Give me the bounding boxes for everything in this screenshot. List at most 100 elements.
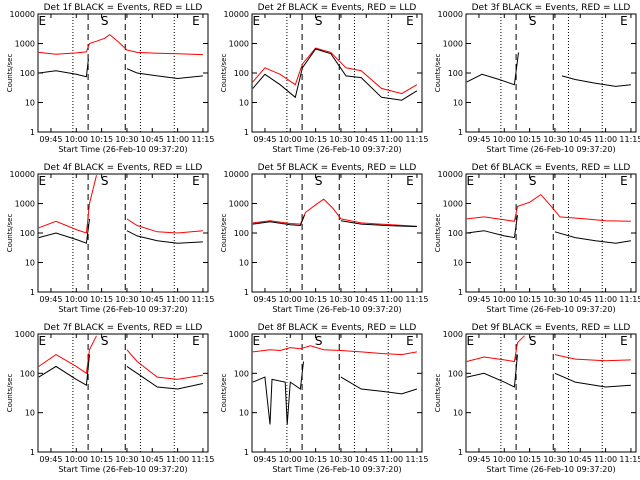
x-tick-label: 10:15 (304, 295, 327, 304)
y-tick-label: 1 (30, 128, 35, 137)
y-tick-label: 100 (448, 229, 463, 238)
y-axis-label: Counts/sec (434, 374, 442, 413)
x-tick-label: 11:00 (166, 295, 189, 304)
x-tick-label: 10:00 (493, 455, 516, 464)
event-marker-label: S (529, 334, 537, 348)
event-marker-label: S (315, 174, 323, 188)
x-tick-label: 10:45 (141, 455, 164, 464)
y-tick-label: 1000 (443, 40, 463, 49)
x-tick-label: 11:00 (594, 135, 617, 144)
y-axis-label: Counts/sec (220, 214, 228, 253)
y-tick-label: 10 (453, 259, 463, 268)
x-tick-label: 10:00 (493, 135, 516, 144)
event-marker-label: E (620, 174, 628, 188)
event-marker-label: E (466, 174, 474, 188)
chart-title: Det 2f BLACK = Events, RED = LLD (258, 3, 417, 13)
x-axis-label: Start Time (26-Feb-10 09:37:20) (272, 305, 401, 314)
series-line-red (252, 47, 418, 95)
event-marker-label: E (38, 14, 46, 28)
x-tick-label: 10:00 (65, 455, 88, 464)
x-tick-label: 10:30 (329, 135, 352, 144)
y-tick-label: 1000 (229, 330, 249, 339)
y-tick-label: 1000 (229, 40, 249, 49)
series-line-red (252, 198, 417, 227)
y-tick-label: 1 (244, 288, 249, 297)
event-marker-label: E (252, 334, 260, 348)
x-tick-label: 10:30 (543, 295, 566, 304)
series-line-black (38, 58, 203, 80)
series-line-black (252, 361, 418, 425)
x-tick-label: 10:30 (115, 135, 138, 144)
x-tick-label: 09:45 (467, 295, 490, 304)
y-axis-label: Counts/sec (220, 374, 228, 413)
x-tick-label: 10:45 (569, 135, 592, 144)
y-tick-label: 1 (30, 448, 35, 457)
chart-title: Det 8f BLACK = Events, RED = LLD (258, 323, 417, 333)
x-axis-label: Start Time (26-Feb-10 09:37:20) (58, 305, 187, 314)
x-tick-label: 10:15 (518, 455, 541, 464)
y-axis-label: Counts/sec (6, 214, 14, 253)
series-line-black (466, 354, 631, 388)
y-tick-label: 100 (20, 229, 35, 238)
series-line-black (38, 354, 204, 390)
x-tick-label: 11:00 (166, 455, 189, 464)
x-tick-label: 11:15 (619, 295, 640, 304)
x-tick-label: 10:45 (569, 295, 592, 304)
event-marker-label: S (101, 174, 109, 188)
y-tick-label: 10 (25, 409, 35, 418)
y-axis-label: Counts/sec (434, 214, 442, 253)
y-tick-label: 10000 (10, 170, 35, 179)
series-line-black (466, 52, 631, 87)
y-axis-label: Counts/sec (6, 54, 14, 93)
y-tick-label: 1 (244, 128, 249, 137)
x-tick-label: 11:00 (594, 295, 617, 304)
x-axis-label: Start Time (26-Feb-10 09:37:20) (272, 465, 401, 474)
x-tick-label: 11:00 (380, 455, 403, 464)
x-tick-label: 10:00 (65, 135, 88, 144)
series-line-red (466, 193, 631, 222)
event-marker-label: S (315, 14, 323, 28)
x-tick-label: 09:45 (253, 455, 276, 464)
y-tick-label: 10000 (438, 10, 463, 19)
series-line-red (466, 335, 631, 363)
y-tick-label: 1 (458, 128, 463, 137)
y-tick-label: 10 (239, 259, 249, 268)
x-tick-label: 10:30 (115, 295, 138, 304)
series-line-red (38, 335, 203, 380)
y-tick-label: 100 (448, 69, 463, 78)
series-line-red (252, 345, 417, 356)
x-tick-label: 10:15 (90, 455, 113, 464)
event-marker-label: E (38, 334, 46, 348)
event-marker-label: E (192, 174, 200, 188)
x-tick-label: 10:00 (493, 295, 516, 304)
y-tick-label: 100 (20, 69, 35, 78)
x-tick-label: 10:15 (304, 135, 327, 144)
x-tick-label: 10:30 (543, 455, 566, 464)
x-tick-label: 09:45 (39, 135, 62, 144)
x-tick-label: 11:15 (191, 295, 214, 304)
x-tick-label: 11:15 (405, 295, 428, 304)
series-line-red (38, 175, 203, 234)
x-tick-label: 11:00 (166, 135, 189, 144)
y-tick-label: 1000 (229, 200, 249, 209)
x-tick-label: 11:15 (405, 135, 428, 144)
series-line-black (252, 215, 417, 228)
x-tick-label: 11:00 (380, 295, 403, 304)
x-tick-label: 11:00 (380, 135, 403, 144)
x-tick-label: 09:45 (253, 295, 276, 304)
y-tick-label: 10 (25, 259, 35, 268)
y-tick-label: 1000 (443, 200, 463, 209)
y-tick-label: 10000 (224, 170, 249, 179)
series-line-black (466, 215, 631, 244)
event-marker-label: S (529, 14, 537, 28)
y-tick-label: 1000 (15, 330, 35, 339)
x-tick-label: 10:30 (115, 455, 138, 464)
x-axis-label: Start Time (26-Feb-10 09:37:20) (58, 145, 187, 154)
x-tick-label: 09:45 (39, 455, 62, 464)
y-tick-label: 1 (244, 448, 249, 457)
plot-frame (251, 333, 423, 453)
